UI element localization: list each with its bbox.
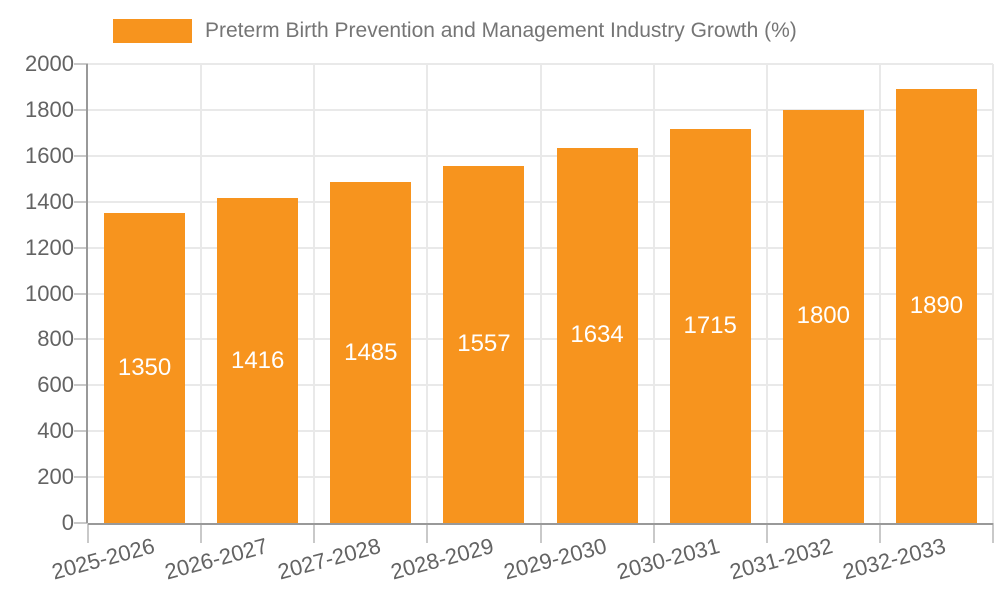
bar[interactable] [782, 109, 864, 523]
y-axis-tick [74, 292, 88, 295]
x-axis-tick [200, 523, 203, 543]
bar-value-label: 1634 [570, 321, 624, 349]
bar[interactable] [330, 182, 412, 523]
legend-swatch [113, 19, 192, 43]
bar[interactable] [556, 147, 638, 523]
gridline-vertical [200, 64, 203, 523]
y-axis-tick [74, 108, 88, 111]
bar[interactable] [895, 89, 977, 523]
bar[interactable] [104, 213, 186, 523]
x-axis-tick [313, 523, 316, 543]
y-axis-tick-label: 0 [61, 510, 74, 535]
x-axis-tick [426, 523, 429, 543]
x-axis-tick [539, 523, 542, 543]
y-axis-tick-label: 2000 [25, 51, 74, 76]
gridline-vertical [313, 64, 316, 523]
legend-label: Preterm Birth Prevention and Management … [205, 19, 797, 42]
x-axis-tick [652, 523, 655, 543]
x-axis-tick [992, 523, 994, 543]
bar-value-label: 1350 [117, 354, 172, 382]
gridline-vertical [765, 64, 768, 523]
bar-value-label: 1485 [344, 338, 398, 366]
x-axis-tick [878, 523, 881, 543]
y-axis-tick-label: 1800 [25, 96, 74, 122]
x-axis-tick [765, 523, 768, 543]
y-axis-tick-label: 1200 [25, 234, 74, 260]
gridline-vertical [878, 64, 881, 523]
bar-value-label: 1890 [909, 292, 964, 320]
y-axis-tick [74, 522, 88, 524]
y-axis-tick-label: 400 [37, 418, 74, 444]
y-axis-tick [74, 338, 88, 341]
y-axis-tick [74, 476, 88, 479]
bar-value-label: 1715 [683, 312, 737, 340]
y-axis-tick [74, 63, 88, 65]
gridline-vertical [992, 64, 994, 523]
y-axis-tick [74, 154, 88, 157]
y-axis-tick [74, 384, 88, 387]
bar[interactable] [443, 165, 525, 523]
gridline-vertical [539, 64, 542, 523]
bar[interactable] [217, 198, 299, 523]
gridline-vertical [652, 64, 655, 523]
bar-value-label: 1557 [457, 330, 511, 358]
y-axis-tick-label: 1600 [25, 142, 74, 168]
bar-value-label: 1416 [230, 346, 285, 374]
bar-value-label: 1800 [796, 302, 850, 330]
gridline-vertical [426, 64, 429, 523]
y-axis-tick-label: 1400 [25, 188, 74, 214]
y-axis-tick [74, 430, 88, 433]
x-axis-line [88, 523, 993, 525]
y-axis-tick-label: 1000 [25, 280, 74, 306]
y-axis-tick-label: 200 [37, 464, 74, 490]
x-axis-tick [87, 523, 89, 543]
bar[interactable] [669, 129, 751, 523]
y-axis-line [86, 64, 88, 523]
y-axis-tick-label: 800 [37, 326, 74, 352]
y-axis-tick [74, 200, 88, 203]
y-axis-tick-label: 600 [37, 372, 74, 398]
y-axis-tick [74, 246, 88, 249]
